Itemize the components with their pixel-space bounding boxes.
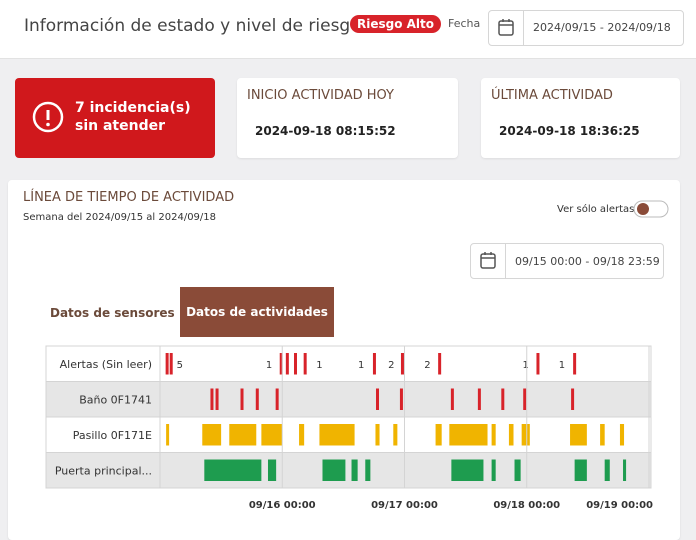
timeline-title: LÍNEA DE TIEMPO DE ACTIVIDAD	[23, 190, 235, 205]
event-mark	[303, 353, 307, 375]
range-text: 09/15 00:00 - 09/18 23:59	[515, 255, 660, 268]
activity-mark	[623, 459, 627, 481]
activity-mark	[166, 424, 170, 446]
alert-count: 1	[358, 360, 364, 371]
activity-mark	[491, 424, 496, 446]
event-mark	[165, 353, 169, 375]
row-label: Alertas (Sin leer)	[60, 358, 152, 371]
activity-mark	[521, 424, 530, 446]
row-bg	[45, 381, 652, 418]
card-last: ÚLTIMA ACTIVIDAD 2024-09-18 18:36:25	[481, 78, 680, 158]
card-start: INICIO ACTIVIDAD HOY 2024-09-18 08:15:52	[237, 78, 458, 158]
activity-mark	[365, 459, 371, 481]
event-mark	[240, 388, 244, 410]
row-label: Baño 0F1741	[79, 393, 152, 406]
activity-mark	[570, 424, 587, 446]
alert-count: 1	[316, 360, 322, 371]
activity-mark	[322, 459, 346, 481]
activity-mark	[619, 424, 625, 446]
card-title: INICIO ACTIVIDAD HOY	[247, 88, 394, 103]
alert-count: 5	[177, 360, 183, 371]
range-picker[interactable]: 09/15 00:00 - 09/18 23:59	[470, 243, 664, 279]
alert-toggle[interactable]	[633, 199, 671, 221]
timeline-subtitle: Semana del 2024/09/15 al 2024/09/18	[23, 212, 217, 223]
event-mark	[400, 353, 404, 375]
activity-mark	[351, 459, 358, 481]
row-label: Pasillo 0F171E	[73, 429, 152, 442]
event-mark	[215, 388, 219, 410]
alert-count: 2	[388, 360, 394, 371]
date-label: Fecha	[448, 17, 481, 30]
event-mark	[501, 388, 505, 410]
activity-mark	[261, 424, 283, 446]
timeline-chart: Alertas (Sin leer) 5 1 1 1 2 2 1 1 Baño 0F1741 Pas…	[45, 345, 653, 511]
event-mark	[573, 353, 577, 375]
row-bg	[45, 345, 652, 382]
page-title: Información de estado y nivel de riesgo	[24, 16, 361, 36]
activity-mark	[299, 424, 305, 446]
toggle-label: Ver sólo alertas	[557, 204, 635, 215]
alert-count: 1	[559, 360, 565, 371]
activity-mark	[508, 424, 514, 446]
event-mark	[279, 353, 283, 375]
activity-mark	[267, 459, 277, 481]
activity-mark	[491, 459, 496, 481]
card-value: 2024-09-18 18:36:25	[499, 124, 640, 138]
event-mark	[169, 353, 173, 375]
alert-count: 1	[523, 360, 529, 371]
activity-mark	[375, 424, 380, 446]
alert-count: 2	[424, 360, 430, 371]
event-mark	[399, 388, 403, 410]
x-tick-label: 09/17 00:00	[371, 500, 438, 511]
row-label: Puerta principal...	[55, 464, 152, 477]
card-value: 2024-09-18 08:15:52	[255, 124, 396, 138]
risk-badge: Riesgo Alto	[350, 15, 442, 33]
activity-mark	[204, 459, 262, 481]
activity-mark	[449, 424, 488, 446]
activity-mark	[600, 424, 605, 446]
alert-icon	[32, 101, 64, 133]
event-mark	[536, 353, 540, 375]
activity-mark	[393, 424, 398, 446]
event-mark	[376, 388, 380, 410]
event-mark	[477, 388, 481, 410]
activity-mark	[229, 424, 257, 446]
tab-active[interactable]: Datos de actividades	[180, 287, 334, 337]
activity-mark	[202, 424, 222, 446]
incident-text: 7 incidencia(s) sin atender	[75, 100, 191, 134]
x-tick-label: 09/18 00:00	[493, 500, 560, 511]
incident-card[interactable]: 7 incidencia(s) sin atender	[15, 78, 215, 158]
event-mark	[210, 388, 214, 410]
alert-count: 1	[266, 360, 272, 371]
event-mark	[275, 388, 279, 410]
activity-mark	[514, 459, 521, 481]
event-mark	[571, 388, 575, 410]
calendar-icon	[498, 11, 524, 45]
event-mark	[255, 388, 259, 410]
date-picker[interactable]: 2024/09/15 - 2024/09/18	[488, 10, 684, 46]
row-bg	[45, 452, 652, 489]
activity-mark	[604, 459, 610, 481]
event-mark	[372, 353, 376, 375]
event-mark	[523, 388, 527, 410]
event-mark	[450, 388, 454, 410]
x-tick-label: 09/19 00:00	[586, 500, 653, 511]
event-mark	[285, 353, 289, 375]
event-mark	[438, 353, 442, 375]
activity-mark	[574, 459, 587, 481]
event-mark	[293, 353, 297, 375]
calendar-icon	[480, 244, 506, 278]
date-range: 2024/09/15 - 2024/09/18	[533, 21, 671, 34]
activity-mark	[319, 424, 355, 446]
tab[interactable]: Datos de sensores	[50, 306, 175, 320]
x-tick-label: 09/16 00:00	[249, 500, 316, 511]
card-title: ÚLTIMA ACTIVIDAD	[491, 88, 613, 103]
activity-mark	[435, 424, 442, 446]
activity-mark	[451, 459, 484, 481]
